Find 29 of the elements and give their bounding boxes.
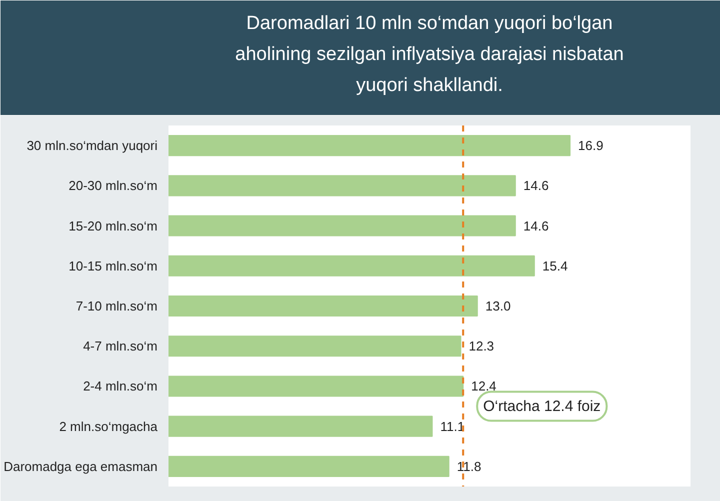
data-label: 14.6 [523,178,549,194]
ref-line-label: O‘rtacha 12.4 foiz [483,398,601,415]
data-label: 11.8 [456,458,482,474]
data-label: 11.1 [440,418,465,434]
data-label: 13.0 [485,298,511,314]
bar [168,215,516,236]
y-tick-label: 15-20 mln.so‘m [68,218,158,234]
y-tick-label: 20-30 mln.so‘m [68,178,158,194]
data-label: 12.4 [471,378,496,394]
y-tick-label: 10-15 mln.so‘m [68,258,158,274]
bar [168,456,450,477]
data-label: 12.3 [468,338,494,354]
bar [168,175,516,196]
bar [168,135,571,156]
y-tick-label: Daromadga ega emasman [4,458,158,474]
y-tick-label: 4-7 mln.so‘m [83,338,158,354]
y-tick-label: 2-4 mln.so‘m [83,378,158,394]
bar [168,336,462,357]
y-tick-label: 2 mln.so‘mgacha [59,418,158,434]
data-label: 14.6 [523,218,549,234]
bar [168,255,535,276]
bar [168,416,433,437]
data-label: 15.4 [542,258,568,274]
y-tick-label: 30 mln.so‘mdan yuqori [26,138,158,154]
chart-title: Daromadlari 10 mln so‘mdan yuqori bo‘lgan aholining sezilgan inflyatsiya darajasi nisbatan yuqori shakllandi. [235,13,624,96]
data-label: 16.9 [578,138,604,154]
bar [168,295,478,317]
bar [168,376,464,397]
y-tick-label: 7-10 mln.so‘m [76,298,158,314]
